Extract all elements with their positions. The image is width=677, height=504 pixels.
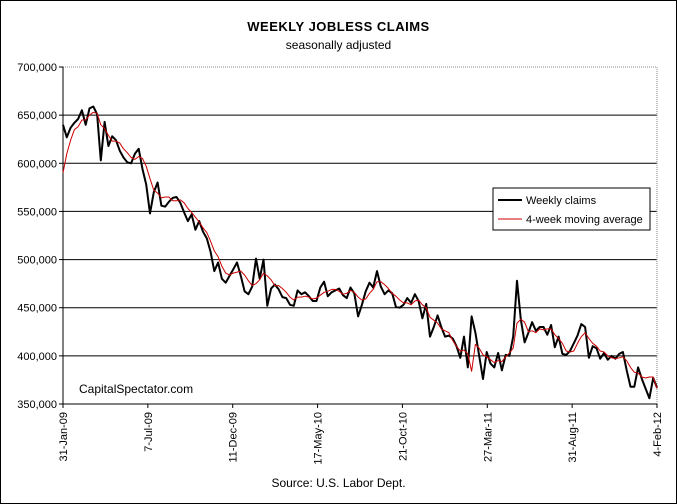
legend-label-weekly: Weekly claims bbox=[526, 195, 597, 207]
x-tick-label: 31-Aug-11 bbox=[567, 412, 579, 463]
chart-subtitle: seasonally adjusted bbox=[285, 38, 392, 52]
x-tick-label: 17-May-10 bbox=[313, 412, 325, 465]
series-line-moving-average bbox=[62, 111, 658, 389]
series-group bbox=[62, 105, 658, 400]
y-tick-label: 700,000 bbox=[17, 62, 57, 74]
y-tick-label: 600,000 bbox=[17, 158, 57, 170]
grid-lines bbox=[63, 114, 657, 357]
x-tick-label: 11-Dec-09 bbox=[228, 412, 240, 463]
x-axis: 31-Jan-09 7-Jul-09 11-Dec-09 17-May-10 21-Oc… bbox=[58, 403, 664, 465]
watermark: CapitalSpectator.com bbox=[79, 382, 193, 396]
legend-label-average: 4-week moving average bbox=[526, 214, 643, 226]
y-tick-label: 400,000 bbox=[17, 351, 57, 363]
y-tick-label: 550,000 bbox=[17, 206, 57, 218]
x-tick-label: 31-Jan-09 bbox=[58, 412, 70, 462]
x-tick-label: 21-Oct-10 bbox=[397, 412, 409, 461]
source-note: Source: U.S. Labor Dept. bbox=[271, 476, 406, 490]
y-axis: 350,000 400,000 450,000 500,000 550,000 600,0… bbox=[17, 62, 64, 411]
series-line-weekly-claims bbox=[62, 105, 658, 400]
y-tick-label: 650,000 bbox=[17, 110, 57, 122]
legend: Weekly claims 4-week moving average bbox=[492, 187, 651, 231]
y-tick-label: 500,000 bbox=[17, 255, 57, 267]
x-tick-label: 7-Jul-09 bbox=[143, 412, 155, 452]
legend-box bbox=[492, 187, 651, 231]
x-tick-label: 27-Mar-11 bbox=[482, 412, 494, 462]
chart-title: WEEKLY JOBLESS CLAIMS bbox=[247, 19, 430, 34]
x-tick-label: 4-Feb-12 bbox=[652, 412, 664, 457]
y-tick-label: 350,000 bbox=[17, 399, 57, 411]
y-tick-label: 450,000 bbox=[17, 303, 57, 315]
